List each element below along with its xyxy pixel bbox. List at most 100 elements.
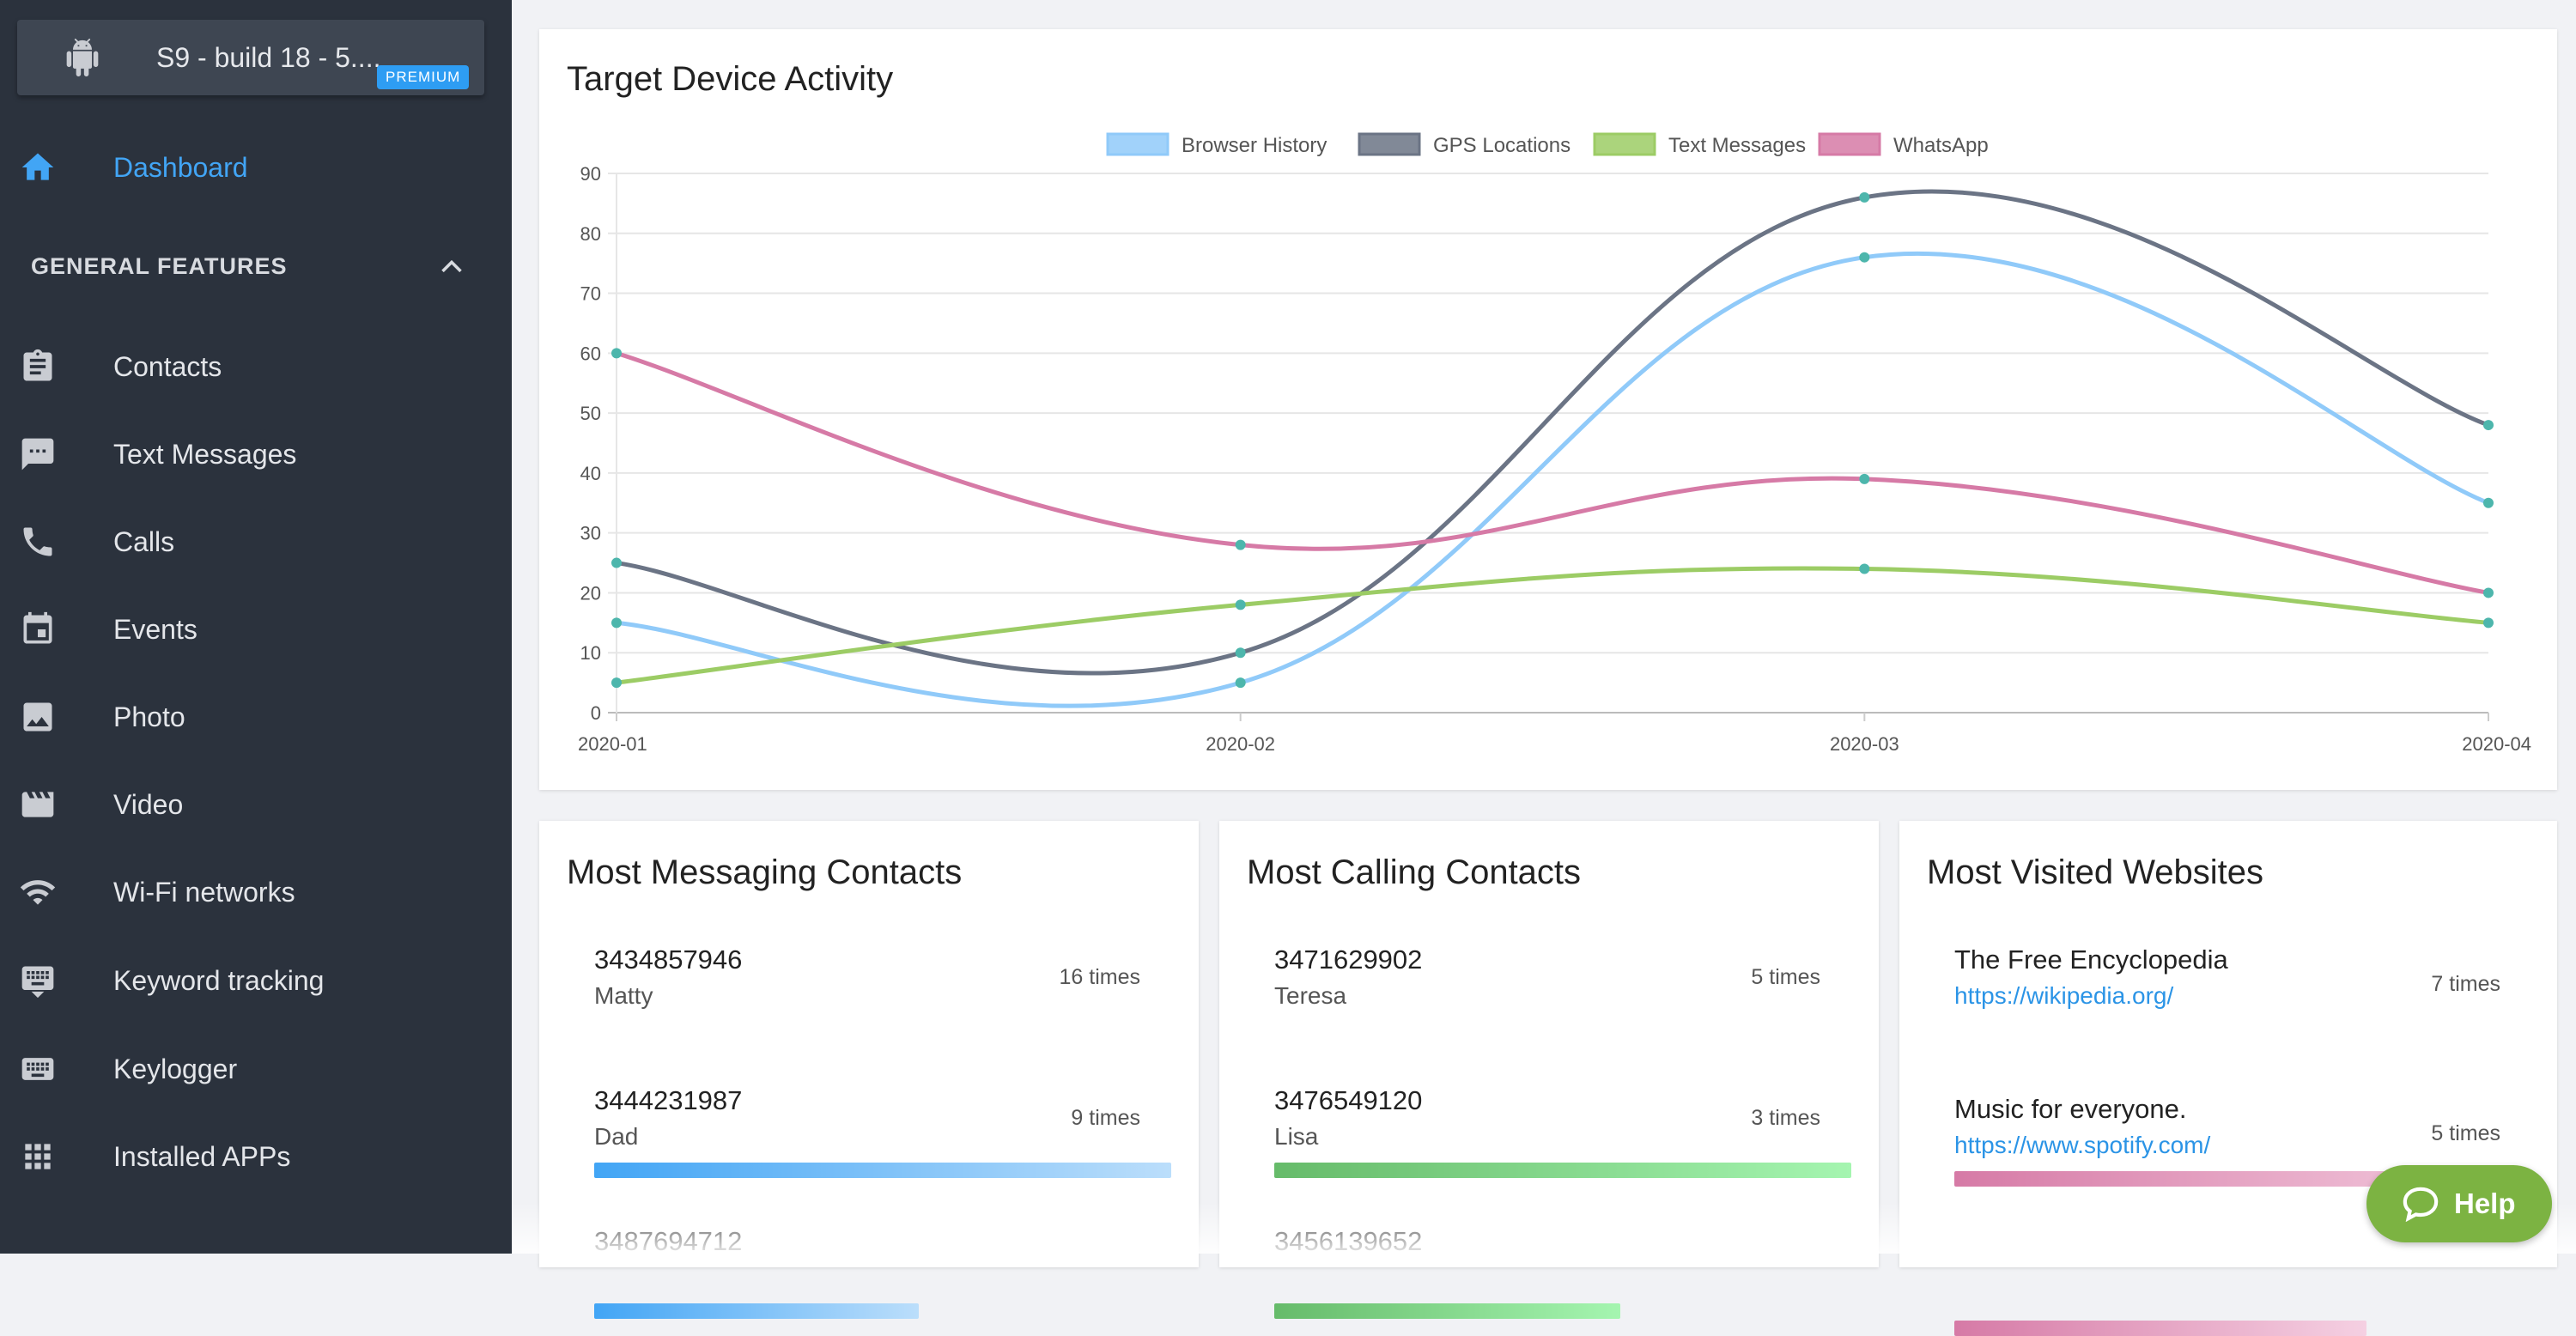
- website-title: The Free Encyclopedia: [1954, 944, 2228, 975]
- list-item[interactable]: 3434857946 Matty 16 times: [594, 944, 1171, 1178]
- series-line: [616, 251, 2489, 708]
- legend-label: WhatsApp: [1893, 134, 1989, 157]
- video-icon: [21, 792, 54, 817]
- count-label: 9 times: [1071, 1106, 1140, 1130]
- activity-card: Target Device Activity 0 10 20 30 40 50 60 70 80…: [539, 29, 2557, 790]
- sidebar-item-label: Keyword tracking: [113, 965, 325, 996]
- list-item[interactable]: 3471629902 Teresa 5 times: [1274, 944, 1851, 1178]
- y-tick-label: 10: [580, 642, 601, 664]
- y-tick-label: 70: [580, 283, 601, 305]
- contact-name: Matty: [594, 982, 653, 1009]
- sidebar-item-label: Text Messages: [113, 439, 297, 470]
- legend-label: GPS Locations: [1433, 134, 1571, 157]
- sidebar-item-calls[interactable]: Calls: [0, 507, 512, 576]
- y-tick-label: 60: [580, 343, 601, 364]
- data-point: [1235, 677, 1246, 689]
- keyboard-icon: [21, 1058, 54, 1080]
- data-point: [1859, 252, 1870, 263]
- sidebar: S9 - build 18 - 5.... PREMIUM Dashboard …: [0, 0, 512, 1254]
- y-tick-label: 0: [591, 702, 601, 724]
- sidebar-item-dashboard[interactable]: Dashboard: [0, 133, 512, 202]
- sidebar-item-keylogger[interactable]: Keylogger: [0, 1035, 512, 1103]
- sidebar-item-label: Contacts: [113, 351, 222, 382]
- legend-label: Browser History: [1182, 134, 1327, 157]
- website-url-link[interactable]: https://wikipedia.org/: [1954, 982, 2174, 1009]
- chevron-up-icon: [441, 259, 462, 273]
- contact-name: Teresa: [1274, 982, 1347, 1009]
- y-tick-label: 30: [580, 523, 601, 544]
- calling-title: Most Calling Contacts: [1247, 853, 1582, 891]
- sidebar-item-video[interactable]: Video: [0, 770, 512, 839]
- help-button[interactable]: Help: [2366, 1165, 2552, 1242]
- website-url-link[interactable]: https://www.spotify.com/: [1954, 1132, 2211, 1158]
- count-label: 16 times: [1059, 965, 1140, 989]
- sidebar-item-text-messages[interactable]: Text Messages: [0, 420, 512, 489]
- contact-name: Dad: [594, 1123, 639, 1150]
- list-item[interactable]: 3487694712: [594, 1226, 1171, 1260]
- messaging-title: Most Messaging Contacts: [567, 853, 963, 891]
- legend-swatch: [1818, 132, 1881, 156]
- section-title: GENERAL FEATURES: [31, 253, 288, 279]
- calendar-icon: [23, 611, 52, 644]
- messaging-card: Most Messaging Contacts 3434857946 Matty…: [539, 821, 1199, 1319]
- count-label: 7 times: [2431, 972, 2500, 996]
- wifi-icon: [20, 880, 56, 905]
- sidebar-item-label: Keylogger: [113, 1054, 238, 1084]
- x-tick-label: 2020-01: [578, 733, 647, 755]
- message-icon: [21, 438, 54, 471]
- contact-number: 3456139652: [1274, 1226, 1423, 1256]
- sidebar-item-label: Video: [113, 789, 184, 820]
- calling-card: Most Calling Contacts 3471629902 Teresa …: [1219, 821, 1879, 1319]
- data-point: [2483, 587, 2494, 598]
- clipboard-icon: [23, 349, 52, 381]
- android-icon: [66, 39, 99, 76]
- data-point: [1859, 563, 1870, 574]
- activity-chart: 0 10 20 30 40 50 60 70 80 90 2020-01 2020-02 2020-03…: [578, 132, 2531, 755]
- device-name: S9 - build 18 - 5....: [156, 42, 381, 73]
- contact-number: 3487694712: [594, 1226, 743, 1256]
- device-selector[interactable]: S9 - build 18 - 5.... PREMIUM: [17, 20, 484, 95]
- data-point: [1235, 599, 1246, 610]
- count-bar: [1274, 1303, 1620, 1319]
- sidebar-item-installed-apps[interactable]: Installed APPs: [0, 1122, 512, 1191]
- data-point: [611, 617, 622, 629]
- y-tick-label: 90: [580, 163, 601, 185]
- contact-number: 3471629902: [1274, 944, 1423, 975]
- x-tick-label: 2020-04: [2462, 733, 2531, 755]
- data-point: [1859, 473, 1870, 484]
- count-label: 3 times: [1751, 1106, 1820, 1130]
- list-item[interactable]: 3456139652: [1274, 1226, 1851, 1260]
- series-line: [616, 189, 2489, 676]
- home-icon: [21, 153, 54, 180]
- sidebar-item-label: Calls: [113, 526, 175, 557]
- apps-grid-icon: [25, 1144, 51, 1169]
- contact-name: Lisa: [1274, 1123, 1319, 1150]
- sidebar-item-keyword-tracking[interactable]: Keyword tracking: [0, 946, 512, 1015]
- list-item[interactable]: The Free Encyclopedia https://wikipedia.…: [1954, 944, 2531, 1187]
- legend-label: Text Messages: [1668, 134, 1806, 157]
- data-point: [1235, 647, 1246, 659]
- list-item[interactable]: 3444231987 Dad 9 times: [594, 1085, 1171, 1319]
- legend-swatch: [1358, 132, 1421, 156]
- data-point: [1235, 539, 1246, 550]
- sidebar-item-events[interactable]: Events: [0, 595, 512, 664]
- series-line: [616, 566, 2489, 685]
- list-item[interactable]: 3476549120 Lisa 3 times: [1274, 1085, 1851, 1319]
- sidebar-item-label: Events: [113, 614, 197, 645]
- count-bar: [1954, 1321, 2366, 1336]
- contact-number: 3434857946: [594, 944, 743, 975]
- data-point: [1859, 191, 1870, 203]
- phone-icon: [23, 527, 52, 556]
- sidebar-item-wifi-networks[interactable]: Wi-Fi networks: [0, 858, 512, 926]
- data-point: [611, 677, 622, 689]
- sidebar-item-label: Wi-Fi networks: [113, 877, 295, 908]
- x-tick-label: 2020-03: [1830, 733, 1899, 755]
- count-label: 5 times: [1751, 965, 1820, 989]
- data-point: [611, 557, 622, 568]
- sidebar-item-contacts[interactable]: Contacts: [0, 332, 512, 401]
- activity-title: Target Device Activity: [567, 60, 894, 98]
- count-bar: [1274, 1163, 1851, 1178]
- section-general-features[interactable]: GENERAL FEATURES: [31, 249, 477, 283]
- data-point: [2483, 420, 2494, 431]
- sidebar-item-photo[interactable]: Photo: [0, 683, 512, 751]
